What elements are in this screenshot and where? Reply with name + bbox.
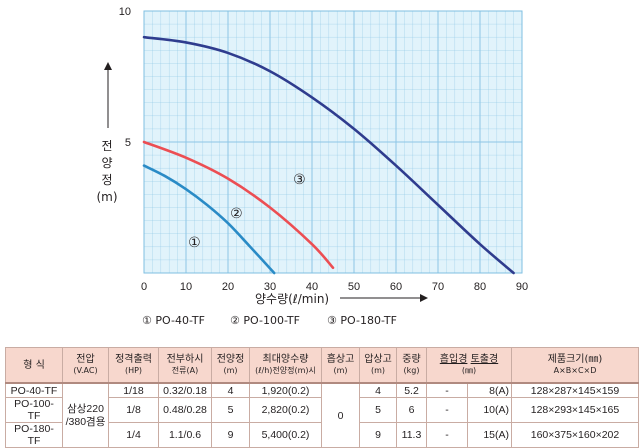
cell-weight: 11.3 <box>396 422 427 448</box>
header-suction: 흡상고 (m) <box>321 347 360 384</box>
cell-size: 128×287×145×159 <box>511 382 639 398</box>
y-axis-arrowhead <box>104 62 112 70</box>
x-tick-label: 90 <box>516 281 528 293</box>
cell-push: 5 <box>359 397 397 423</box>
header-model: 형 식 <box>5 347 63 384</box>
cell-head: 5 <box>211 397 250 423</box>
cell-output: 1/4 <box>108 422 159 448</box>
cell-output: 1/8 <box>108 397 159 423</box>
y-label-char: 전 <box>101 139 113 153</box>
series-line-po-180-tf <box>142 35 515 275</box>
x-tick-label: 30 <box>264 281 276 293</box>
cell-current: 1.1/0.6 <box>158 422 212 448</box>
header-voltage: 전압 (V.AC) <box>62 347 109 384</box>
cell-push: 4 <box>359 382 397 398</box>
cell-push: 9 <box>359 422 397 448</box>
cell-model: PO-40-TF <box>5 382 63 398</box>
legend-marker: ③ <box>327 314 337 327</box>
x-tick-label: 10 <box>180 281 192 293</box>
table-row: PO-100-TF 1/8 0.48/0.28 5 2,820(0.2) 5 6… <box>5 397 639 423</box>
cell-suction: 0 <box>321 382 360 448</box>
header-weight: 중량 (kg) <box>396 347 427 384</box>
cell-max-flow: 1,920(0.2) <box>249 382 322 398</box>
cell-head: 4 <box>211 382 250 398</box>
header-head: 전양정 (m) <box>211 347 250 384</box>
x-tick-label: 60 <box>390 281 402 293</box>
legend-item-po-40: ① PO-40-TF <box>142 314 205 327</box>
cell-size: 160×375×160×202 <box>511 422 639 448</box>
cell-model: PO-180-TF <box>5 422 63 448</box>
x-tick-label: 20 <box>222 281 234 293</box>
cell-outlet: 8(A) <box>467 382 512 398</box>
cell-model: PO-100-TF <box>5 397 63 423</box>
cell-max-flow: 5,400(0.2) <box>249 422 322 448</box>
y-label-char: 양 <box>101 156 113 170</box>
legend-label: PO-100-TF <box>243 314 300 327</box>
cell-weight: 5.2 <box>396 382 427 398</box>
cell-weight: 6 <box>396 397 427 423</box>
curve-marker-po-100-tf: ② <box>230 206 243 222</box>
cell-outlet: 15(A) <box>467 422 512 448</box>
cell-voltage: 삼상220 /380겸용 <box>62 382 109 448</box>
legend-item-po-180: ③ PO-180-TF <box>327 314 397 327</box>
spec-table: 형 식 전압 (V.AC) 정격출력 (HP) 전부하시 전류(A) 전양정 (m) 최… <box>5 347 639 448</box>
cell-size: 128×293×145×165 <box>511 397 639 423</box>
cell-inlet: - <box>426 422 468 448</box>
header-current: 전부하시 전류(A) <box>158 347 212 384</box>
curve-marker-po-180-tf: ③ <box>293 172 306 188</box>
legend-label: PO-180-TF <box>340 314 397 327</box>
x-tick-label: 40 <box>306 281 318 293</box>
y-tick-label: 5 <box>125 137 131 149</box>
y-tick-label: 10 <box>119 6 131 18</box>
cell-inlet: - <box>426 397 468 423</box>
x-axis-label: 양수량(ℓ/min) <box>255 292 330 306</box>
x-tick-label: 70 <box>432 281 444 293</box>
y-label-char: (m) <box>96 190 118 204</box>
legend-label: PO-40-TF <box>155 314 205 327</box>
table-header-row: 형 식 전압 (V.AC) 정격출력 (HP) 전부하시 전류(A) 전양정 (m) 최… <box>5 347 639 384</box>
cell-inlet: - <box>426 382 468 398</box>
cell-head: 9 <box>211 422 250 448</box>
cell-current: 0.32/0.18 <box>158 382 212 398</box>
header-output: 정격출력 (HP) <box>108 347 159 384</box>
pump-performance-chart: 0 10 20 30 40 50 60 70 80 90 10 5 ① ② ③ <box>104 6 528 302</box>
legend-item-po-100: ② PO-100-TF <box>230 314 300 327</box>
y-label-char: 정 <box>101 173 113 187</box>
legend-marker: ② <box>230 314 240 327</box>
cell-current: 0.48/0.28 <box>158 397 212 423</box>
x-tick-label: 50 <box>348 281 360 293</box>
x-tick-label: 0 <box>141 281 147 293</box>
header-bore: 흡입경 토출경 (㎜) <box>426 347 512 384</box>
cell-outlet: 10(A) <box>467 397 512 423</box>
header-max-flow: 최대양수량 (ℓ/h)전양정(m)시 <box>249 347 322 384</box>
cell-max-flow: 2,820(0.2) <box>249 397 322 423</box>
series-line-po-100-tf <box>142 140 335 270</box>
x-axis-arrowhead <box>420 294 428 302</box>
cell-output: 1/18 <box>108 382 159 398</box>
table-row: PO-40-TF 삼상220 /380겸용 1/18 0.32/0.18 4 1… <box>5 382 639 448</box>
legend-marker: ① <box>142 314 152 327</box>
series-line-po-40-tf <box>142 164 276 275</box>
header-push: 압상고 (m) <box>359 347 397 384</box>
header-size: 제품크기(㎜) A×B×C×D <box>511 347 639 384</box>
curve-marker-po-40-tf: ① <box>188 235 201 251</box>
y-axis-label: 전 양 정 (m) <box>95 138 119 206</box>
x-tick-label: 80 <box>474 281 486 293</box>
